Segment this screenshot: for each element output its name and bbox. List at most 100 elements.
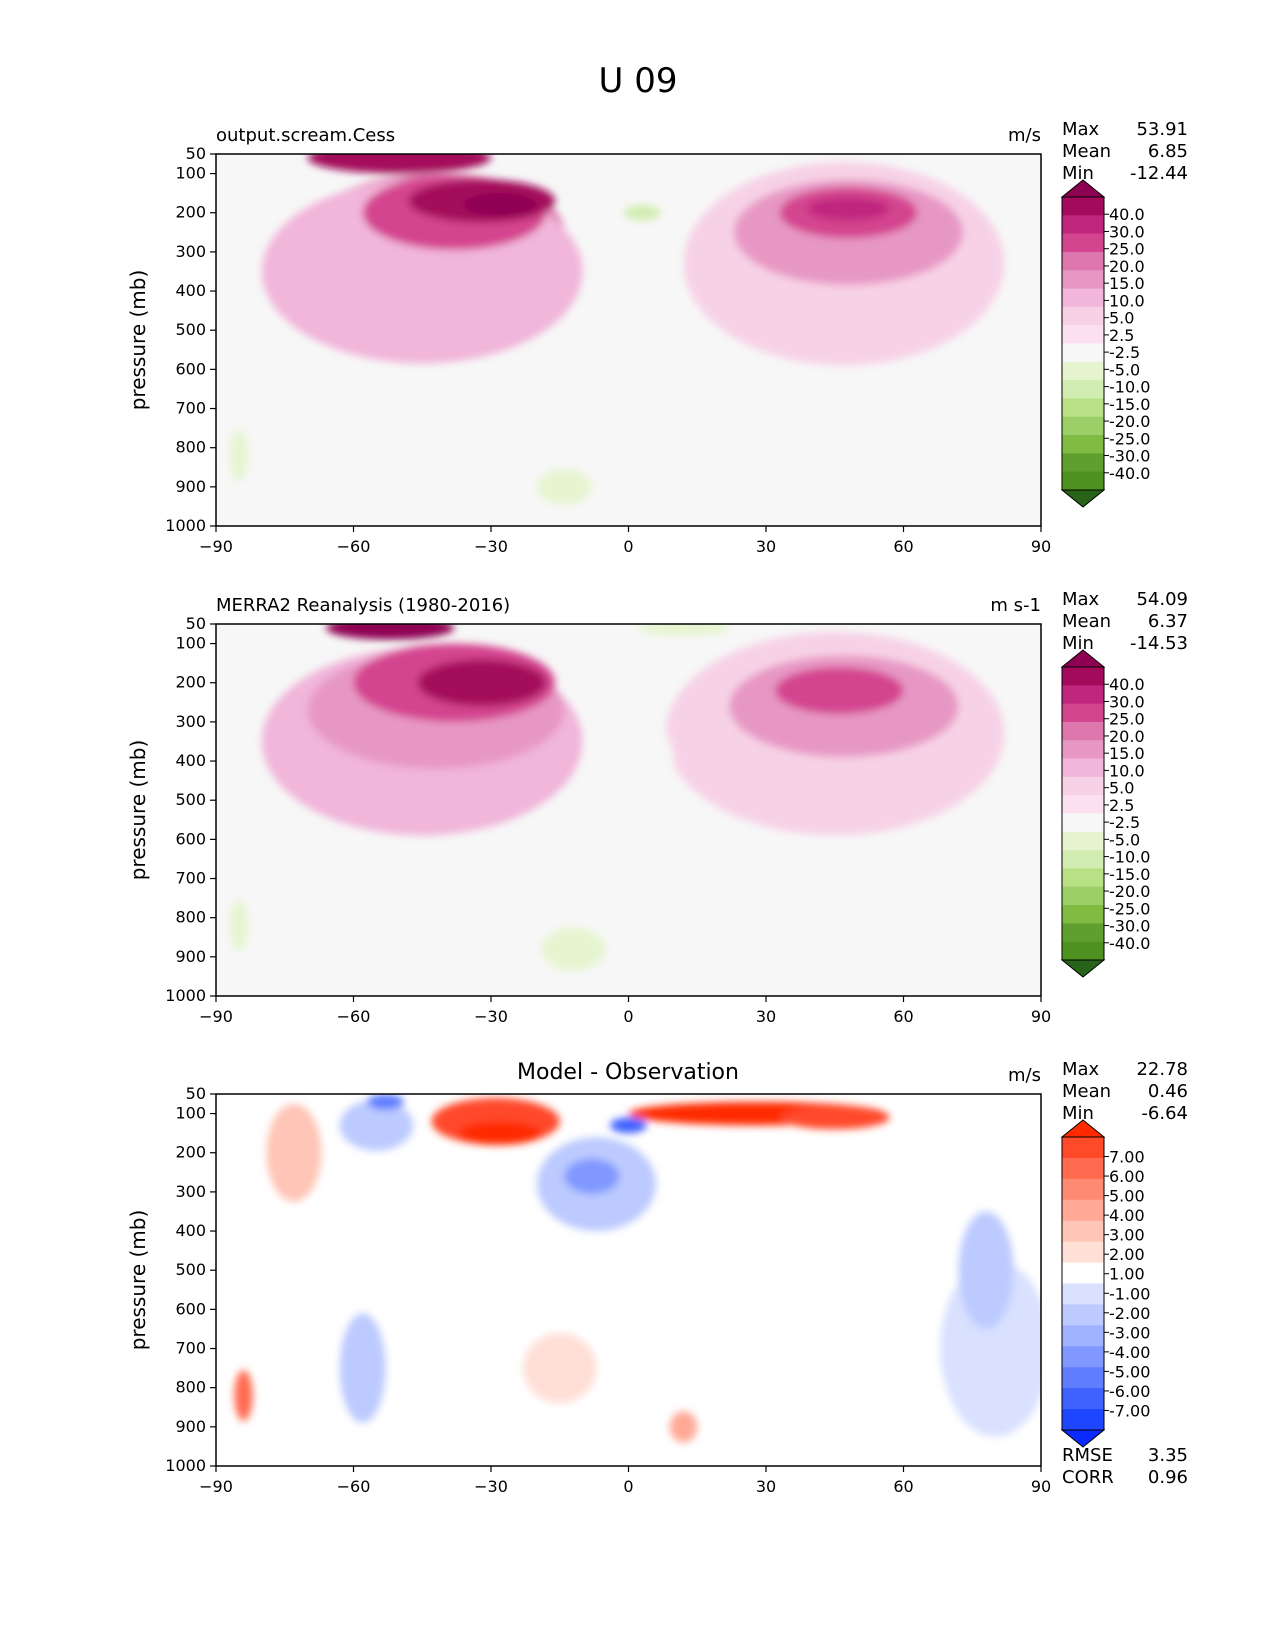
x-axis: −90 −60 −30 0 30 60 90 (199, 996, 1051, 1026)
colorbar-tick-label: 2.5 (1109, 326, 1134, 345)
colorbar-bin (1062, 1304, 1104, 1326)
y-axis-label: pressure (mb) (126, 740, 150, 881)
x-tick-label: −60 (337, 1477, 371, 1496)
colorbar-tick-label: 15.0 (1109, 744, 1145, 763)
colorbar-tick-label: -40.0 (1109, 934, 1150, 953)
colorbar-bin (1062, 1325, 1104, 1347)
stat-label-max: Max (1062, 1059, 1100, 1080)
stat-value-corr: 0.96 (1148, 1467, 1188, 1488)
contour-field (234, 1094, 1041, 1443)
y-tick-label: 500 (175, 790, 206, 809)
colorbar-bin (1062, 251, 1104, 271)
x-axis: −90 −60 −30 0 30 60 90 (199, 1466, 1051, 1496)
contour-region (229, 430, 249, 481)
y-tick-label: 100 (175, 634, 206, 653)
colorbar-bin (1062, 471, 1104, 491)
colorbar-tick-label: -15.0 (1109, 865, 1150, 884)
colorbar-tick-label: 5.0 (1109, 779, 1134, 798)
colorbar-tick-label: -40.0 (1109, 464, 1150, 483)
colorbar-bin (1062, 795, 1104, 814)
y-tick-label: 400 (175, 751, 206, 770)
contour-region (417, 659, 546, 707)
colorbar-bin (1062, 1241, 1104, 1264)
colorbar-tick-label: -10.0 (1109, 848, 1150, 867)
colorbar-tick-label: -20.0 (1109, 412, 1150, 431)
colorbar-bin (1062, 886, 1104, 906)
panel-left-label: MERRA2 Reanalysis (1980-2016) (216, 595, 510, 616)
colorbar-tick-label: -2.00 (1109, 1304, 1150, 1323)
colorbar-tick-label: 25.0 (1109, 710, 1145, 729)
panel-obs: MERRA2 Reanalysis (1980-2016) m s-1 pres… (126, 589, 1188, 1026)
contour-region (775, 667, 904, 715)
contour-region (234, 1370, 253, 1421)
x-tick-label: −90 (199, 1477, 233, 1496)
panel-left-label: output.scream.Cess (216, 125, 395, 146)
contour-region (266, 1103, 322, 1202)
colorbar-bin (1062, 1388, 1104, 1410)
x-tick-label: 30 (756, 537, 776, 556)
colorbar-bin (1062, 1346, 1104, 1368)
stat-value-mean: 6.85 (1148, 141, 1188, 162)
colorbar-frame (1061, 666, 1105, 961)
colorbar-tick-label: 10.0 (1109, 761, 1145, 780)
x-tick-label: 0 (623, 1477, 633, 1496)
colorbar-tick-label: 3.00 (1109, 1226, 1145, 1245)
figure-title: U 09 (599, 61, 678, 101)
colorbar-tick-label: -2.5 (1109, 813, 1140, 832)
colorbar-bin (1062, 667, 1104, 686)
colorbar-bin (1062, 1262, 1104, 1284)
stat-label-max: Max (1062, 119, 1100, 140)
x-tick-label: 30 (756, 1477, 776, 1496)
x-tick-label: 90 (1031, 537, 1051, 556)
y-tick-label: 900 (175, 947, 206, 966)
contour-region (601, 240, 675, 358)
colorbar-tick-label: -30.0 (1109, 917, 1150, 936)
y-tick-label: 1000 (165, 516, 206, 535)
stat-value-max: 22.78 (1136, 1059, 1188, 1080)
contour-region (367, 1094, 404, 1110)
y-tick-label: 300 (175, 242, 206, 261)
colorbar-tick-label: 2.00 (1109, 1245, 1145, 1264)
x-tick-label: 90 (1031, 1477, 1051, 1496)
contour-region (779, 1105, 890, 1130)
colorbar-tick-label: -5.0 (1109, 360, 1140, 379)
contour-region (458, 1121, 542, 1145)
x-tick-label: 60 (893, 1007, 913, 1026)
x-tick-label: −60 (337, 537, 371, 556)
colorbar: 40.030.025.020.015.010.05.02.5-2.5-5.0-1… (1060, 649, 1150, 978)
y-tick-label: 800 (175, 908, 206, 927)
colorbar-bin (1062, 776, 1104, 796)
y-tick-label: 900 (175, 1417, 206, 1436)
stat-value-mean: 6.37 (1148, 611, 1188, 632)
x-tick-label: 0 (623, 1007, 633, 1026)
contour-region (307, 154, 491, 174)
stat-value-rmse: 3.35 (1148, 1445, 1188, 1466)
panel-title: Model - Observation (517, 1060, 739, 1085)
colorbar-tick-label: -15.0 (1109, 395, 1150, 414)
y-tick-label: 200 (175, 673, 206, 692)
y-tick-label: 100 (175, 164, 206, 183)
colorbar-bin (1062, 850, 1104, 869)
y-tick-label: 400 (175, 1221, 206, 1240)
colorbar-bin (1062, 435, 1104, 454)
y-tick-label: 1000 (165, 986, 206, 1005)
stat-label-mean: Mean (1062, 141, 1111, 162)
panel-diff: Model - Observation m/s pressure (mb) −9… (126, 1059, 1188, 1496)
y-axis-label: pressure (mb) (126, 1210, 150, 1351)
colorbar-bin (1062, 1283, 1104, 1305)
stat-label-min: Min (1062, 163, 1094, 184)
colorbar-tick-label: 30.0 (1109, 692, 1145, 711)
x-tick-label: 60 (893, 1477, 913, 1496)
colorbar-tick-label: -2.5 (1109, 343, 1140, 362)
colorbar-bin (1062, 868, 1104, 888)
x-tick-label: −30 (474, 1007, 508, 1026)
colorbar-bottom-extension (1060, 489, 1106, 508)
y-tick-label: 1000 (165, 1456, 206, 1475)
stat-label-min: Min (1062, 633, 1094, 654)
plot-area (216, 154, 1041, 526)
colorbar-tick-label: -3.00 (1109, 1323, 1150, 1342)
colorbar-bin (1062, 703, 1104, 723)
stat-label-min: Min (1062, 1103, 1094, 1124)
contour-region (564, 1158, 620, 1194)
x-axis: −90 −60 −30 0 30 60 90 (199, 526, 1051, 556)
